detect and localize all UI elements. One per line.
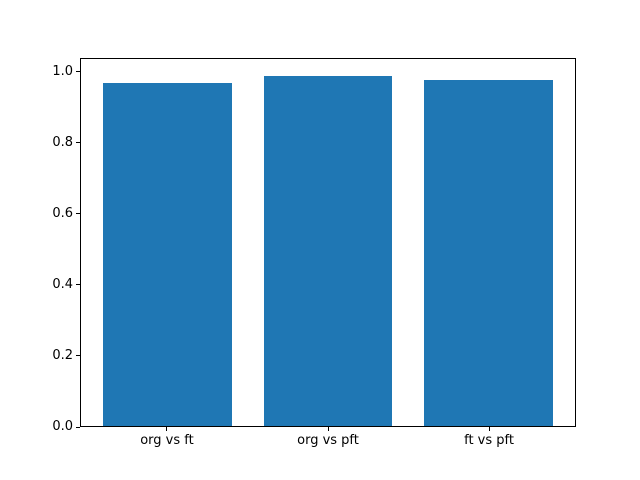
plot-area xyxy=(80,58,576,427)
y-tick-label: 0.2 xyxy=(52,347,73,363)
y-tick-label: 0.6 xyxy=(52,205,73,221)
y-tick-mark xyxy=(76,284,80,286)
x-tick-mark xyxy=(327,427,329,431)
bar-org-vs-ft xyxy=(103,83,232,426)
y-tick-label: 0.8 xyxy=(52,134,73,150)
x-tick-label: org vs ft xyxy=(140,433,194,448)
y-tick-mark xyxy=(76,355,80,357)
y-tick-mark xyxy=(76,426,80,428)
y-tick-mark xyxy=(76,213,80,215)
bar-org-vs-pft xyxy=(263,76,393,426)
y-tick-label: 0.0 xyxy=(52,419,73,434)
bar-ft-vs-pft xyxy=(424,80,553,426)
x-tick-label: ft vs pft xyxy=(464,433,514,448)
y-tick-mark xyxy=(76,142,80,144)
y-tick-mark xyxy=(76,71,80,73)
y-tick-label: 1.0 xyxy=(52,63,73,79)
x-tick-mark xyxy=(488,427,490,431)
x-tick-mark xyxy=(166,427,168,431)
x-tick-label: org vs pft xyxy=(297,433,359,448)
y-tick-label: 0.4 xyxy=(52,276,73,292)
